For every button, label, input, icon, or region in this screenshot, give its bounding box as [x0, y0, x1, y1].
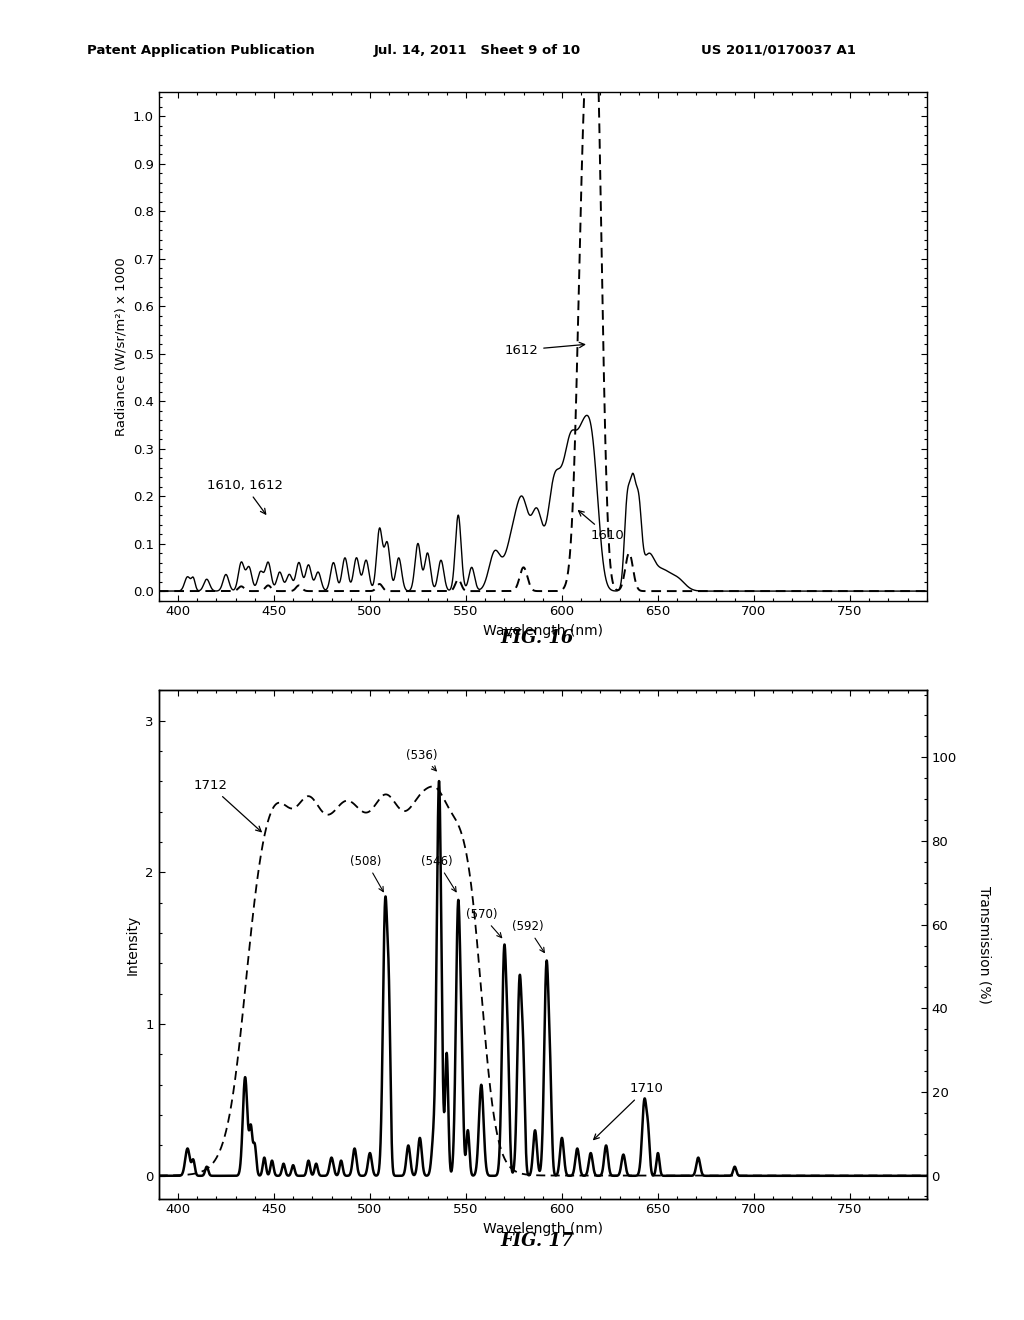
- Text: US 2011/0170037 A1: US 2011/0170037 A1: [701, 44, 856, 57]
- Y-axis label: Radiance (W/sr/m²) x 1000: Radiance (W/sr/m²) x 1000: [115, 257, 127, 436]
- Text: (536): (536): [406, 748, 437, 771]
- Y-axis label: Intensity: Intensity: [126, 915, 140, 974]
- Text: 1612: 1612: [504, 342, 585, 356]
- Text: (570): (570): [466, 908, 502, 937]
- Text: (546): (546): [421, 855, 456, 892]
- Text: 1710: 1710: [594, 1082, 663, 1139]
- Text: FIG. 17: FIG. 17: [501, 1232, 574, 1250]
- Text: FIG. 16: FIG. 16: [501, 628, 574, 647]
- Text: 1610: 1610: [579, 511, 625, 541]
- Text: (508): (508): [350, 855, 383, 892]
- Text: 1712: 1712: [194, 779, 261, 832]
- X-axis label: Wavelength (nm): Wavelength (nm): [482, 624, 603, 638]
- Y-axis label: Transmission (%): Transmission (%): [978, 886, 991, 1003]
- X-axis label: Wavelength (nm): Wavelength (nm): [482, 1222, 603, 1236]
- Text: (592): (592): [512, 920, 545, 953]
- Text: Patent Application Publication: Patent Application Publication: [87, 44, 314, 57]
- Text: 1610, 1612: 1610, 1612: [207, 479, 283, 513]
- Text: Jul. 14, 2011   Sheet 9 of 10: Jul. 14, 2011 Sheet 9 of 10: [374, 44, 581, 57]
